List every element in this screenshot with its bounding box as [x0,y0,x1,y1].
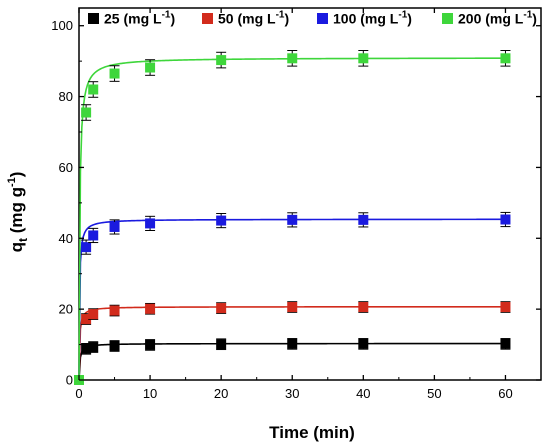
data-point [287,302,298,313]
data-point [287,53,298,64]
data-point [81,107,92,118]
x-tick-label: 40 [356,386,370,401]
y-axis-title-sub: t [16,238,30,242]
data-points [74,50,511,385]
data-point [216,55,227,66]
legend-marker [88,13,99,24]
data-point [145,339,156,350]
y-axis-title-close: ) [7,172,26,178]
data-point [145,62,156,73]
axes: 0 10 20 30 40 50 60 0 20 40 60 80 100 [51,8,541,401]
data-point [81,343,92,354]
legend: 25 (mg L-1) 50 (mg L-1) 100 (mg L-1) 200 (m… [88,10,537,27]
data-point [358,338,369,349]
data-point [358,214,369,225]
data-point [216,215,227,226]
data-point [358,53,369,64]
x-tick-label: 10 [143,386,157,401]
data-point [287,214,298,225]
data-point [109,340,120,351]
data-point [81,314,92,325]
data-point [287,338,298,349]
fit-line [78,218,506,381]
y-axis-title-rest: (mg g [7,187,26,238]
y-tick-label: 20 [59,302,73,317]
y-tick-label: 100 [51,18,73,33]
data-point [88,342,99,353]
data-point [81,242,92,253]
x-tick-label: 20 [214,386,228,401]
y-axis-title: qt (mg g-1) [6,172,30,253]
data-point [109,221,120,232]
x-tick-label: 60 [498,386,512,401]
data-point [88,230,99,241]
plot-area [78,7,542,381]
legend-marker [442,13,453,24]
x-tick-label: 0 [75,386,82,401]
y-tick-label: 0 [66,373,73,388]
data-point [88,309,99,320]
data-point [145,303,156,314]
data-point [216,339,227,350]
y-tick-label: 60 [59,160,73,175]
data-point [500,53,511,64]
data-point [216,303,227,314]
x-tick-label: 30 [285,386,299,401]
legend-label: 200 (mg L-1) [458,10,537,27]
y-axis-title-sup: -1 [6,177,18,187]
data-point [500,338,511,349]
legend-label: 50 (mg L-1) [218,10,289,27]
y-tick-label: 80 [59,89,73,104]
legend-label: 25 (mg L-1) [104,10,175,27]
legend-label: 100 (mg L-1) [333,10,412,27]
data-point [109,305,120,316]
data-point [500,214,511,225]
data-point [358,302,369,313]
legend-marker [202,13,213,24]
x-tick-label: 50 [427,386,441,401]
y-axis-title-main: q [7,242,26,252]
x-axis-title: Time (min) [269,423,355,442]
data-point [500,302,511,313]
y-tick-label: 40 [59,231,73,246]
data-point [145,218,156,229]
plot-frame [78,7,542,381]
legend-marker [317,13,328,24]
data-point [88,84,99,95]
data-point [109,68,120,79]
